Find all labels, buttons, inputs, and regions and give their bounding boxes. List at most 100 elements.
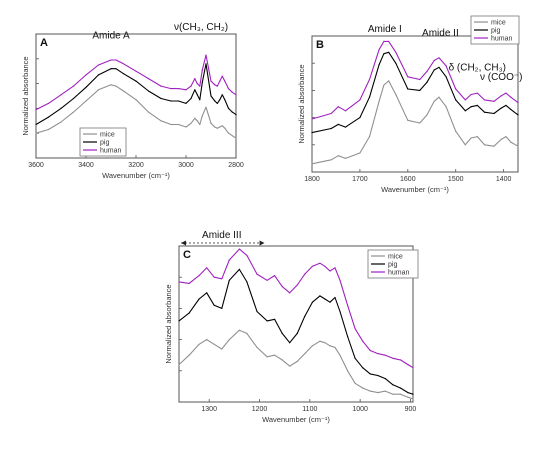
panel-letter: A <box>40 37 48 49</box>
data-point-mice <box>72 111 75 113</box>
data-point-pig <box>110 68 112 70</box>
data-point-human <box>256 273 258 275</box>
data-point-mice <box>188 354 190 356</box>
data-point-human <box>219 80 221 82</box>
data-point-mice <box>235 137 237 139</box>
data-point-mice <box>160 120 162 122</box>
panel-background <box>8 6 248 186</box>
data-point-pig <box>266 320 268 322</box>
data-point-human <box>362 340 364 342</box>
legend-label: mice <box>100 132 115 139</box>
data-point-mice <box>368 136 371 138</box>
data-point-human <box>368 78 371 81</box>
data-point-pig <box>407 88 409 90</box>
panel-b: 1800 1700 1600 1500 1400 Wavenumber (cm⁻¹) Nor… <box>292 6 544 202</box>
data-point-pig <box>213 304 215 306</box>
data-point-human <box>85 74 87 76</box>
data-point-mice <box>35 132 37 134</box>
data-point-pig <box>35 123 37 126</box>
data-point-human <box>419 78 421 81</box>
data-point-pig <box>135 80 137 82</box>
data-point-human <box>334 267 336 269</box>
legend-label: mice <box>491 20 506 27</box>
data-point-mice <box>198 343 200 345</box>
panel-a: 3600 3400 3200 3000 2800 Wavenumber (cm⁻¹) Nor… <box>8 6 248 186</box>
data-point-human <box>72 85 75 87</box>
data-point-human <box>224 80 226 82</box>
legend-label: pig <box>388 262 397 269</box>
data-point-pig <box>196 94 198 96</box>
data-point-pig <box>500 107 502 109</box>
legend-label: human <box>100 148 122 155</box>
data-point-human <box>384 354 386 356</box>
data-point-pig <box>205 63 207 65</box>
data-point-mice <box>60 121 62 123</box>
data-point-human <box>392 357 394 359</box>
data-point-pig <box>476 104 478 106</box>
data-point-human <box>296 284 298 286</box>
data-point-human <box>60 94 62 96</box>
data-point-human <box>214 84 216 86</box>
data-point-mice <box>115 85 117 87</box>
data-point-pig <box>47 116 50 118</box>
data-point-human <box>464 99 466 101</box>
data-point-mice <box>274 354 276 356</box>
data-point-human <box>433 59 435 62</box>
data-point-pig <box>369 373 371 375</box>
data-point-pig <box>362 367 364 369</box>
y-axis-label: Normalized absorbance <box>164 284 173 363</box>
data-point-mice <box>147 111 150 113</box>
data-point-pig <box>412 393 414 395</box>
annotation-label: Amide II <box>422 28 459 39</box>
data-point-human <box>210 80 212 82</box>
plot-frame <box>311 35 519 173</box>
data-point-pig <box>246 281 248 283</box>
data-point-mice <box>334 346 336 348</box>
data-point-human <box>470 93 472 96</box>
data-point-mice <box>347 370 349 372</box>
data-point-mice <box>228 339 230 341</box>
data-point-pig <box>178 320 180 322</box>
arrowhead-left-icon <box>181 240 186 246</box>
data-point-mice <box>227 132 230 134</box>
legend-label: mice <box>388 254 403 261</box>
data-point-human <box>377 353 379 355</box>
data-point-mice <box>399 393 401 395</box>
data-point-pig <box>228 279 230 281</box>
data-point-human <box>97 64 100 66</box>
data-point-pig <box>311 132 313 134</box>
x-tick-label: 2800 <box>228 162 244 169</box>
data-point-human <box>455 88 457 90</box>
x-axis-label: Wavenumber (cm⁻¹) <box>262 415 330 424</box>
data-point-human <box>199 85 201 87</box>
x-tick-label: 1800 <box>304 176 320 183</box>
data-point-mice <box>426 114 428 116</box>
y-axis-label: Normalized absorbance <box>297 64 306 143</box>
data-point-human <box>213 276 215 278</box>
data-point-pig <box>304 315 306 317</box>
series-line-human <box>178 248 414 369</box>
data-point-mice <box>384 390 386 392</box>
data-point-mice <box>213 343 215 345</box>
data-point-human <box>35 109 37 111</box>
data-point-mice <box>311 345 313 347</box>
data-point-mice <box>392 393 394 395</box>
data-point-human <box>231 91 233 93</box>
data-point-human <box>347 304 349 306</box>
data-point-human <box>344 110 347 112</box>
data-point-human <box>274 275 276 277</box>
data-point-mice <box>221 125 223 127</box>
data-point-human <box>205 54 207 56</box>
data-point-pig <box>190 97 192 100</box>
data-point-mice <box>319 340 321 342</box>
data-point-mice <box>476 136 478 138</box>
data-point-pig <box>296 332 298 334</box>
data-point-pig <box>377 374 379 377</box>
x-axis-label: Wavenumber (cm⁻¹) <box>102 171 170 180</box>
x-tick-label: 3000 <box>178 162 194 169</box>
data-point-human <box>324 265 326 267</box>
data-point-human <box>201 69 203 71</box>
data-point-human <box>438 57 440 59</box>
data-point-human <box>190 85 192 87</box>
series-line-mice <box>178 329 414 400</box>
